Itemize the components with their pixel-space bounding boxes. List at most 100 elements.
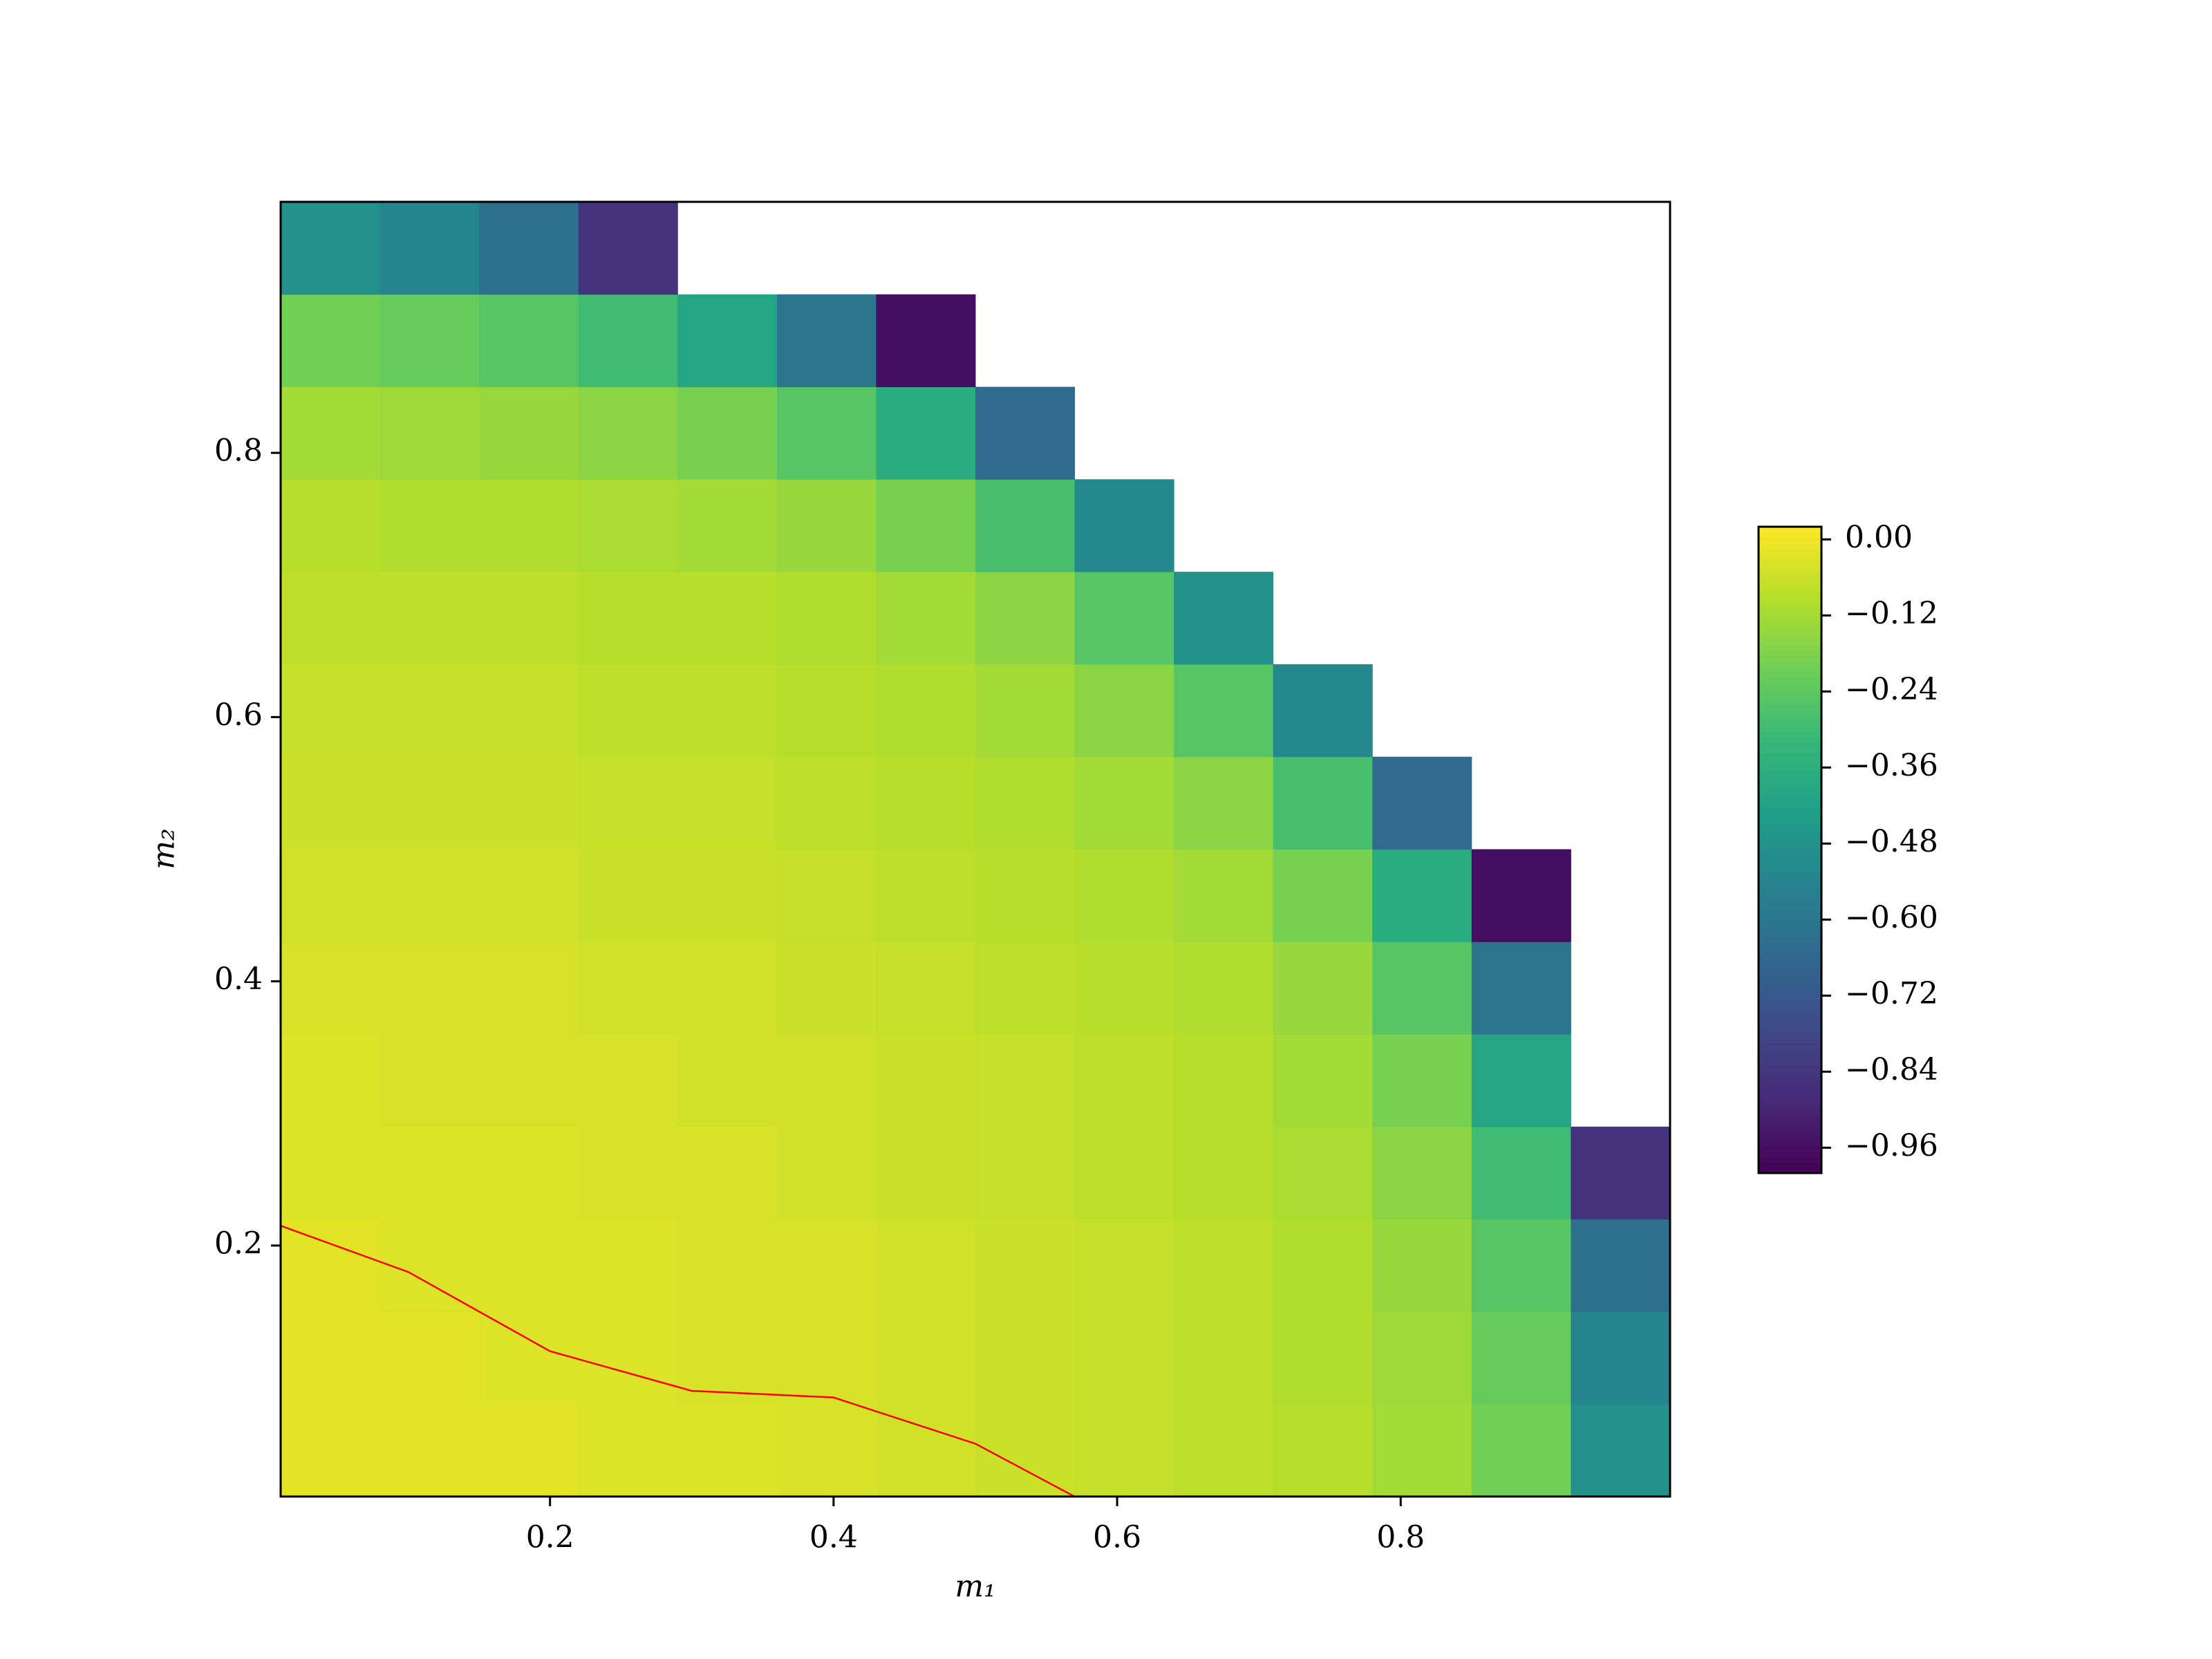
colorbar-tick-label: −0.60	[1845, 900, 1938, 935]
colorbar-tick-label: −0.12	[1845, 596, 1938, 631]
contour-cell	[578, 572, 678, 665]
contour-cell	[677, 294, 778, 388]
contour-cell	[379, 941, 480, 1035]
colorbar-tick-label: −0.96	[1845, 1128, 1938, 1163]
contour-cell	[1074, 1311, 1174, 1405]
colorbar-segment	[1759, 801, 1821, 807]
colorbar-frame	[1757, 525, 1823, 1174]
colorbar-segment	[1759, 1017, 1821, 1023]
colorbar-segment	[1759, 968, 1821, 975]
colorbar-segment	[1759, 807, 1821, 813]
contour-cell	[1372, 1034, 1472, 1127]
contour-cell	[1273, 756, 1373, 850]
contour-cell	[281, 849, 381, 942]
colorbar-segment	[1759, 1135, 1821, 1141]
contour-cell	[776, 294, 877, 388]
contour-cell	[776, 386, 877, 480]
colorbar-segment	[1759, 941, 1821, 948]
contour-cell	[479, 1034, 579, 1127]
colorbar-segment	[1759, 688, 1821, 695]
contour-cell	[1571, 1219, 1670, 1312]
contour-cell	[479, 756, 579, 850]
contour-cell	[578, 849, 678, 942]
contour-cell	[975, 1404, 1076, 1497]
colorbar-segment	[1759, 747, 1821, 753]
colorbar-segment	[1759, 650, 1821, 657]
colorbar-segment	[1759, 780, 1821, 786]
contour-cell	[876, 1404, 976, 1497]
contour-cell	[975, 1126, 1076, 1220]
contour-cell	[1471, 941, 1571, 1035]
contour-cell	[1273, 1219, 1373, 1312]
colorbar-segment	[1759, 919, 1821, 926]
contour-cell	[578, 479, 678, 572]
contour-cell	[479, 572, 579, 665]
contour-cell	[578, 1126, 678, 1220]
contour-cell	[1174, 1219, 1274, 1312]
colorbar-segment	[1759, 1006, 1821, 1012]
contour-cell	[677, 664, 778, 758]
colorbar-segment	[1759, 796, 1821, 802]
contour-cell	[1174, 664, 1274, 758]
contour-cell	[479, 386, 579, 480]
y-tick-label: 0.2	[214, 1226, 263, 1261]
colorbar-segment	[1759, 709, 1821, 716]
colorbar-segment	[1759, 888, 1821, 894]
contour-cell	[975, 941, 1076, 1035]
colorbar-segment	[1759, 682, 1821, 689]
contour-cell	[1174, 1404, 1274, 1497]
contour-cell	[479, 1126, 579, 1220]
contour-cell	[578, 1404, 678, 1497]
contour-cell	[1074, 1034, 1174, 1127]
contour-cell	[281, 572, 381, 665]
colorbar-segment	[1759, 1114, 1821, 1120]
contour-cell	[379, 849, 480, 942]
contour-cell	[1372, 1126, 1472, 1220]
contour-cell	[578, 386, 678, 480]
contour-cell	[876, 1311, 976, 1405]
contour-cell	[876, 386, 976, 480]
contour-cell	[776, 664, 877, 758]
colorbar-segment	[1759, 1044, 1821, 1050]
colorbar-segment	[1759, 559, 1821, 565]
plot-frame	[279, 200, 1671, 1498]
contour-cell	[677, 1126, 778, 1220]
contour-cell	[975, 572, 1076, 665]
contour-cell	[1074, 664, 1174, 758]
y-tick-label: 0.6	[214, 697, 263, 733]
colorbar-segment	[1759, 973, 1821, 980]
contour-cell	[281, 386, 381, 480]
colorbar-segment	[1759, 532, 1821, 538]
contour-cell	[1571, 1404, 1670, 1497]
contour-cell	[975, 1311, 1076, 1405]
contour-cell	[677, 572, 778, 665]
contour-cell	[677, 849, 778, 942]
contour-cell	[578, 664, 678, 758]
colorbar-segment	[1759, 580, 1821, 587]
contour-cell	[876, 756, 976, 850]
colorbar-segment	[1759, 828, 1821, 834]
contour-cell	[479, 1404, 579, 1497]
contour-cell	[1273, 664, 1373, 758]
colorbar-segment	[1759, 1146, 1821, 1152]
colorbar-segment	[1759, 742, 1821, 749]
colorbar-segment	[1759, 591, 1821, 597]
colorbar-segment	[1759, 1027, 1821, 1034]
x-tick-label: 0.2	[526, 1520, 574, 1555]
contour-cell	[1273, 1404, 1373, 1497]
colorbar-segment	[1759, 585, 1821, 592]
colorbar-segment	[1759, 597, 1821, 603]
contour-cell	[876, 1126, 976, 1220]
colorbar-tick-label: −0.24	[1845, 672, 1938, 707]
x-axis-label: m₁	[955, 1569, 995, 1604]
contour-cell	[975, 1034, 1076, 1127]
contour-cell	[479, 1219, 579, 1312]
colorbar-segment	[1759, 898, 1821, 905]
colorbar-segment	[1759, 930, 1821, 937]
colorbar-segment	[1759, 1087, 1821, 1093]
colorbar-segment	[1759, 607, 1821, 614]
contour-cell	[1273, 1034, 1373, 1127]
contour-cell	[1571, 1311, 1670, 1405]
colorbar-segment	[1759, 699, 1821, 705]
colorbar-segment	[1759, 537, 1821, 543]
